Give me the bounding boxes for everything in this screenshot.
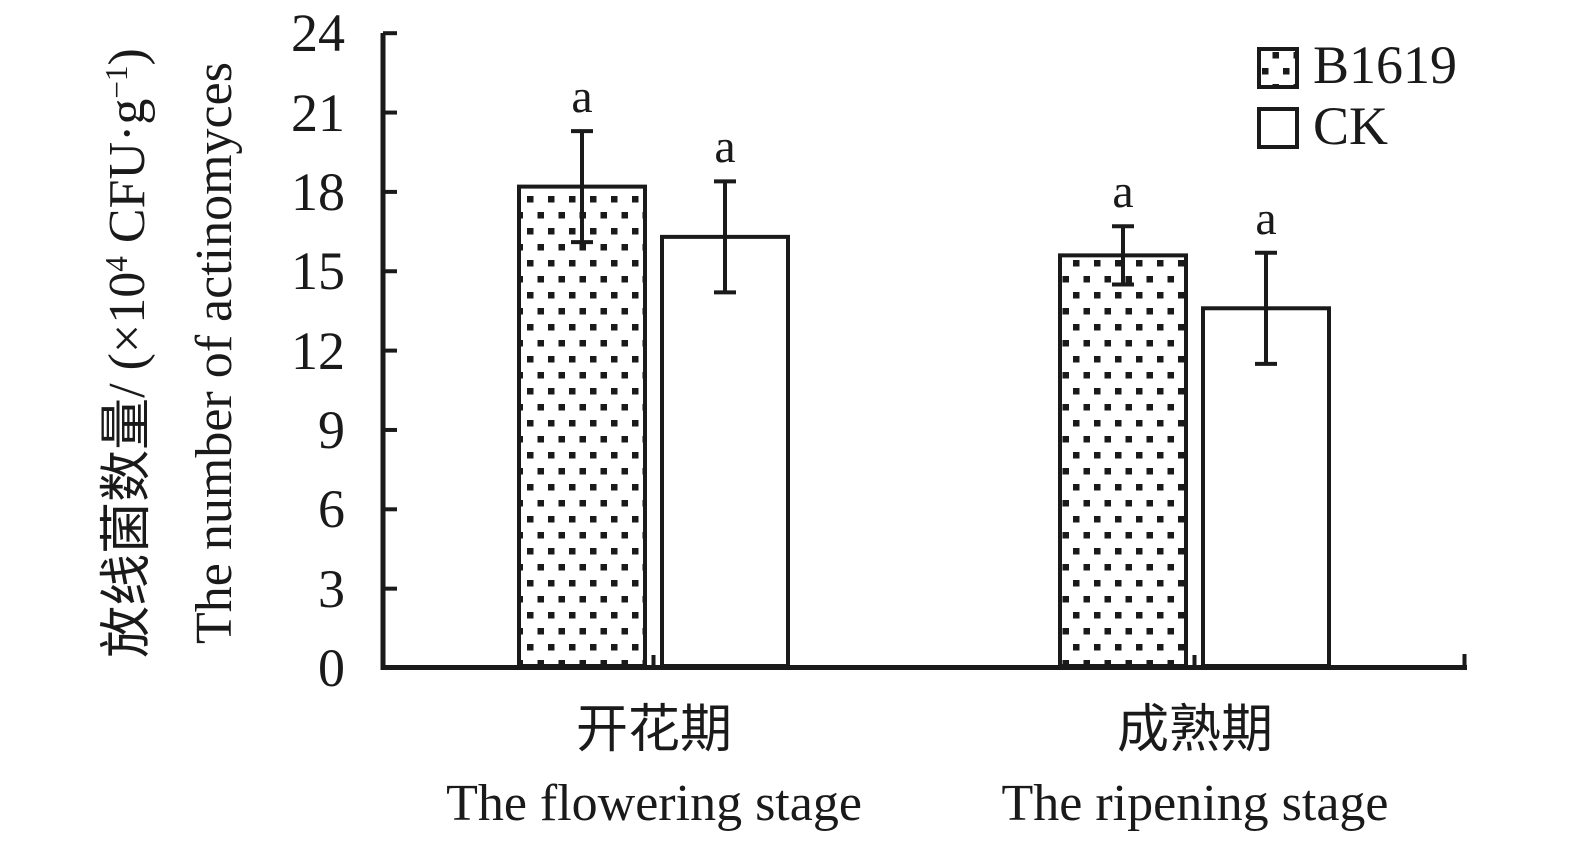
significance-label: a	[571, 70, 593, 124]
bar-ck-group1	[660, 234, 790, 669]
y-tick-label: 6	[318, 479, 345, 540]
y-tick-label: 15	[291, 241, 345, 302]
x-category-label-zh: 成熟期	[1116, 702, 1273, 759]
y-tick-label: 24	[291, 3, 345, 64]
bar-ck-group2	[1201, 306, 1331, 668]
x-category-label-en: The ripening stage	[1001, 775, 1389, 832]
error-bars-layer	[571, 129, 1277, 366]
bar-b1619-group1	[517, 184, 647, 669]
axes	[380, 33, 1467, 670]
y-axis-label: 放线菌数量/ (×104 CFU·g−1) The number of acti…	[87, 33, 257, 673]
y-tick-label: 9	[318, 399, 345, 460]
superscript: −1	[99, 65, 135, 99]
y-axis-label-zh: 放线菌数量/ (×104 CFU·g−1)	[99, 48, 157, 658]
significance-label: a	[1112, 165, 1134, 219]
y-tick-label: 12	[291, 320, 345, 381]
bars-layer	[517, 184, 1331, 669]
y-axis-ticks-layer	[383, 31, 397, 591]
y-tick-label: 3	[318, 558, 345, 619]
legend-label-ck: CK	[1313, 96, 1389, 156]
y-tick-label: 18	[291, 161, 345, 222]
legend-swatch-ck	[1257, 107, 1299, 149]
x-category-label-en: The flowering stage	[446, 775, 862, 832]
legend-label-b1619: B1619	[1313, 35, 1458, 95]
y-axis-label-en: The number of actinomyces	[186, 62, 243, 644]
bar-b1619-group2	[1058, 253, 1188, 668]
legend-swatch-b1619	[1257, 47, 1299, 89]
y-tick-label: 0	[318, 638, 345, 698]
x-category-label-zh: 开花期	[575, 702, 732, 759]
significance-label: a	[714, 120, 736, 174]
significance-label: a	[1255, 191, 1277, 245]
superscript: 4	[99, 256, 135, 272]
y-tick-label: 21	[291, 82, 345, 143]
